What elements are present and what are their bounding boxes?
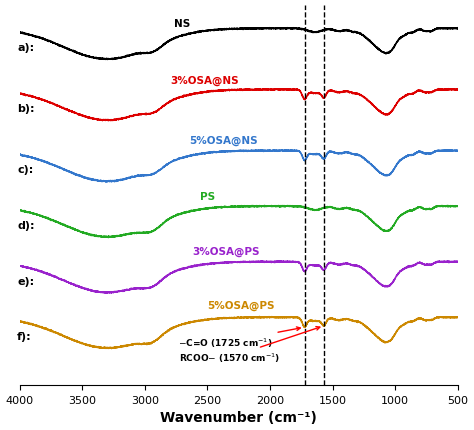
X-axis label: Wavenumber (cm⁻¹): Wavenumber (cm⁻¹) [160, 411, 317, 424]
Text: 5%OSA@PS: 5%OSA@PS [208, 300, 275, 310]
Text: 5%OSA@NS: 5%OSA@NS [190, 135, 258, 146]
Text: PS: PS [200, 192, 215, 202]
Text: 3%OSA@NS: 3%OSA@NS [171, 76, 239, 86]
Text: RCOO$-$ (1570 cm$^{-1}$): RCOO$-$ (1570 cm$^{-1}$) [179, 327, 320, 364]
Text: NS: NS [174, 19, 191, 29]
Text: d):: d): [17, 221, 35, 230]
Text: c):: c): [17, 165, 33, 175]
Text: a):: a): [17, 43, 34, 53]
Text: b):: b): [17, 104, 35, 114]
Text: e):: e): [17, 276, 34, 286]
Text: 3%OSA@PS: 3%OSA@PS [192, 246, 260, 256]
Text: $-$C=O (1725 cm$^{-1}$): $-$C=O (1725 cm$^{-1}$) [178, 327, 300, 349]
Text: f):: f): [17, 332, 32, 341]
